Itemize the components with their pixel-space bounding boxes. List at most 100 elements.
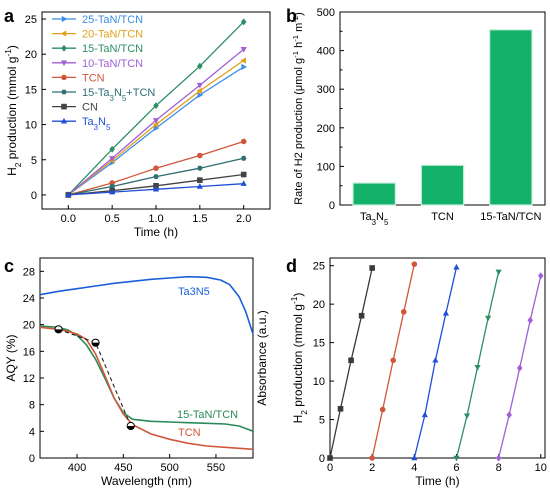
data-point <box>432 356 439 363</box>
legend-marker <box>60 60 68 67</box>
x-axis-label: Time (h) <box>415 474 459 488</box>
legend-marker <box>61 74 67 81</box>
x-tick-label: 6 <box>453 462 459 474</box>
y-tick-label: 16 <box>23 346 35 358</box>
x-tick-label: 4 <box>411 462 417 474</box>
data-point <box>153 182 159 189</box>
data-point <box>196 87 203 94</box>
x-tick-label: 0.0 <box>61 213 76 225</box>
x-tick-label: 0.5 <box>105 213 120 225</box>
data-point <box>369 455 375 461</box>
x-tick-label: 2 <box>369 462 375 474</box>
data-point <box>240 18 247 26</box>
legend-marker <box>61 15 68 23</box>
y-axis-label: AQY (%) <box>4 334 18 381</box>
legend-marker <box>60 30 67 37</box>
data-point <box>474 364 481 371</box>
y-tick-label: 25 <box>25 14 37 26</box>
data-point <box>421 411 428 418</box>
c-label-tcn: TCN <box>178 427 201 439</box>
panel-label-d: d <box>286 256 297 276</box>
legend-label: 20-TaN/TCN <box>82 29 143 41</box>
bar <box>352 182 396 206</box>
y-tick-label: 10 <box>25 120 37 132</box>
data-point <box>400 309 407 315</box>
data-point <box>197 62 203 70</box>
c-label-15tan: 15-TaN/TCN <box>177 409 238 421</box>
data-point <box>241 63 248 70</box>
legend-label: 10-TaN/TCN <box>82 58 143 70</box>
data-point <box>240 138 247 145</box>
x-category-label: TCN <box>431 211 454 223</box>
data-point <box>109 156 116 162</box>
data-point <box>197 165 203 171</box>
aqy-point-fill <box>54 329 63 333</box>
y-tick-label: 0 <box>31 190 37 202</box>
x-tick-label: 500 <box>160 462 178 474</box>
data-point <box>390 357 397 364</box>
aqy-point-fill <box>91 342 100 347</box>
data-point <box>153 125 160 132</box>
aqy-point-fill <box>127 426 135 430</box>
data-point <box>327 455 333 461</box>
x-tick-label: 1.0 <box>148 213 163 225</box>
panel-a: 0.0 0.5 1.0 1.5 2.0 0 5 10 15 20 25 Time (h) H2 prod… <box>3 11 271 239</box>
data-point <box>537 272 544 280</box>
panel-b: 0 100 200 300 400 500 Ta3N5 TCN 15-TaN/TCN Rate o… <box>291 7 546 227</box>
data-point <box>506 411 512 419</box>
data-point <box>453 455 460 462</box>
legend-label: 25-TaN/TCN <box>82 14 143 26</box>
y-tick-label: 20 <box>23 320 35 332</box>
plot-frame <box>41 11 271 210</box>
data-point <box>197 177 203 183</box>
legend-label: CN <box>82 102 98 114</box>
data-point <box>196 183 203 189</box>
data-point <box>369 265 375 271</box>
data-point <box>240 180 247 186</box>
panel-d: 0 2 4 6 8 10 0 5 10 15 20 25 Time (h) H2 production (… <box>289 257 547 488</box>
panel-label-a: a <box>4 6 15 26</box>
y-tick-label: 10 <box>313 376 325 388</box>
data-point <box>411 261 418 267</box>
y-tick-label: 15 <box>313 338 325 350</box>
y-tick-label: 500 <box>317 7 335 19</box>
y-tick-label: 5 <box>319 415 325 427</box>
spectrum-line <box>39 326 254 451</box>
y-tick-label: 0 <box>329 200 335 212</box>
data-point <box>65 191 72 198</box>
y-tick-label: 5 <box>31 155 37 167</box>
data-point <box>240 171 247 178</box>
legend-label: 15-Ta3N5+TCN <box>82 87 155 103</box>
spectrum-line <box>39 275 254 335</box>
y-tick-label: 25 <box>313 261 325 273</box>
data-point <box>240 155 247 161</box>
legend-label: 15-TaN/TCN <box>82 43 143 55</box>
y-tick-label: 300 <box>317 84 335 96</box>
aqy-dashed-line <box>58 328 132 427</box>
legend-marker <box>61 103 67 110</box>
x-tick-label: 550 <box>207 462 225 474</box>
x-tick-label: 8 <box>496 462 502 474</box>
panel-label-c: c <box>4 256 14 276</box>
x-tick-label: 400 <box>68 462 86 474</box>
legend-marker <box>61 89 67 95</box>
y-tick-label: 20 <box>313 299 325 311</box>
y-tick-label: 24 <box>23 293 35 305</box>
panel-label-b: b <box>286 6 297 26</box>
data-point <box>348 357 354 364</box>
y-tick-label: 200 <box>317 123 335 135</box>
data-point <box>197 91 204 99</box>
data-point <box>109 184 115 189</box>
cycle-line <box>413 267 458 459</box>
data-point <box>240 57 246 64</box>
bar <box>489 29 533 206</box>
x-tick-label: 0 <box>327 462 333 474</box>
data-point <box>152 118 160 124</box>
x-tick-label: 10 <box>535 462 547 474</box>
data-point <box>153 102 159 110</box>
x-category-label: 15-TaN/TCN <box>480 211 541 223</box>
y-axis-label: Rate of H2 production (μmol g-1 h-1 m-2) <box>291 12 306 205</box>
y-axis-label-right: Absorbance (a.u.) <box>255 310 269 405</box>
